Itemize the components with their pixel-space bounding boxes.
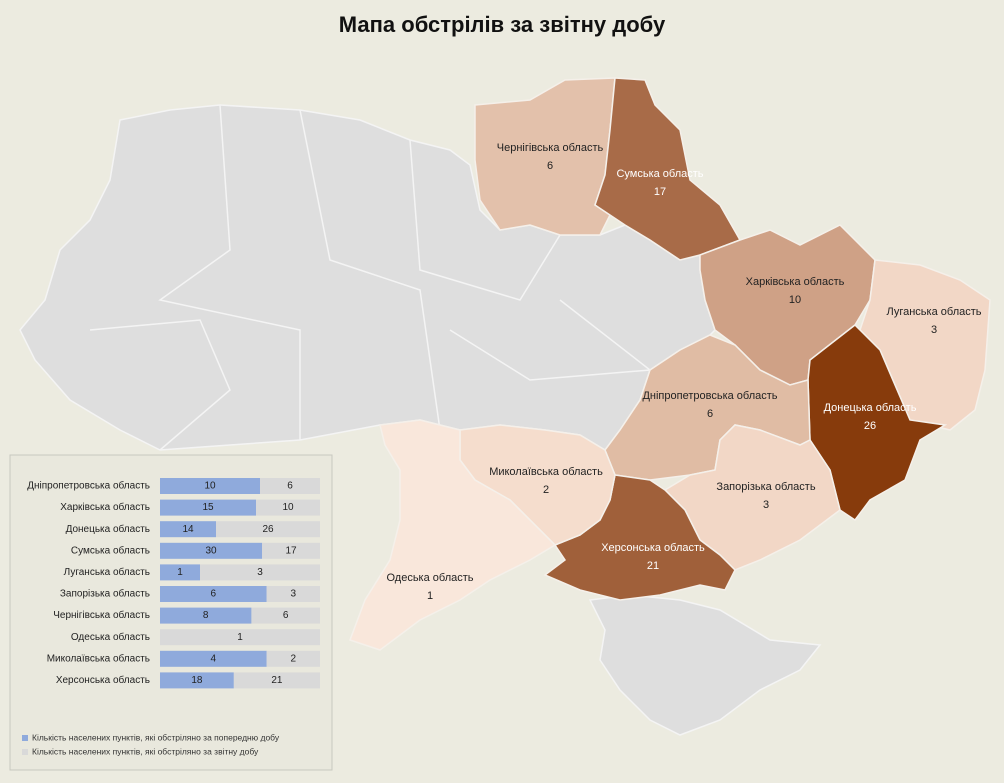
value-label: 6	[287, 481, 293, 492]
region-value: 6	[547, 160, 553, 172]
border-line	[409, 139, 561, 301]
value-label: 2	[291, 653, 297, 664]
bar-segment	[160, 564, 200, 581]
bar-segment	[160, 586, 267, 602]
bar-segment	[256, 499, 320, 516]
region-name: Донецька область	[824, 402, 917, 414]
region-name: Сумська область	[616, 168, 703, 180]
bar-segment	[200, 564, 320, 581]
value-label: 26	[262, 524, 274, 535]
bar-segment	[160, 499, 256, 516]
value-label: 3	[257, 567, 263, 578]
bar-segment	[160, 672, 234, 689]
value-label: 6	[211, 589, 217, 600]
region-value: 21	[647, 560, 659, 572]
region-value: 17	[654, 186, 666, 198]
bar-segment	[251, 607, 320, 624]
region-value: 26	[864, 420, 876, 432]
value-label: 3	[291, 589, 297, 600]
region-name: Чернігівська область	[497, 142, 604, 154]
category-label: Донецька область	[66, 523, 150, 535]
region-value: 2	[543, 484, 549, 496]
region-value: 3	[931, 324, 937, 336]
bar-segment	[233, 672, 320, 689]
category-label: Дніпропетровська область	[27, 480, 150, 492]
category-label: Миколаївська область	[47, 652, 150, 664]
legend-swatch	[22, 735, 28, 741]
value-label: 15	[202, 502, 214, 513]
value-label: 4	[211, 653, 217, 664]
border-line	[89, 319, 231, 451]
region-value: 3	[763, 499, 769, 511]
region	[663, 424, 841, 571]
value-label: 21	[271, 675, 283, 686]
category-label: Харківська область	[60, 501, 150, 513]
bar-segment	[160, 629, 320, 646]
bar-segment	[160, 478, 260, 494]
bar-chart: Дніпропетровська область 10 6 Харківська об…	[22, 478, 320, 756]
region-name: Дніпропетровська область	[642, 390, 777, 402]
legend-label: Кількість населених пунктів, які обстріл…	[32, 746, 259, 756]
value-label: 8	[203, 610, 209, 621]
value-label: 6	[283, 610, 289, 621]
region-name: Одеська область	[386, 572, 473, 584]
crimea	[588, 594, 822, 736]
legend-swatch	[22, 749, 28, 755]
bar-segment	[260, 478, 320, 494]
value-label: 17	[286, 545, 298, 556]
bar-segment	[160, 542, 263, 559]
bar-segment	[160, 521, 216, 538]
category-label: Луганська область	[64, 566, 150, 578]
border-line	[299, 109, 441, 431]
region	[594, 77, 742, 261]
region-name: Харківська область	[746, 276, 845, 288]
legend-label: Кількість населених пунктів, які обстріл…	[32, 732, 280, 742]
bar-segment	[266, 650, 320, 667]
bar-segment	[216, 521, 320, 538]
region-value: 10	[789, 294, 801, 306]
map-base	[19, 104, 822, 736]
border-line	[449, 299, 652, 381]
region-value: 1	[427, 590, 433, 602]
value-label: 14	[182, 524, 194, 535]
bar-segment	[266, 586, 320, 602]
value-label: 10	[282, 502, 294, 513]
category-label: Одеська область	[71, 631, 150, 643]
regions: Чернігівська область 6 Сумська область 17 Ха…	[349, 77, 991, 651]
category-label: Сумська область	[71, 544, 150, 556]
region	[349, 419, 557, 651]
value-label: 30	[206, 545, 218, 556]
region-name: Запорізька область	[716, 481, 815, 493]
region-value: 6	[707, 408, 713, 420]
region-name: Херсонська область	[601, 542, 705, 554]
category-label: Чернігівська область	[53, 609, 150, 621]
category-label: Запорізька область	[60, 588, 150, 600]
title: Мапа обстрілів за звітну добу	[339, 12, 666, 37]
bar-segment	[160, 650, 267, 667]
bar-segment	[262, 542, 320, 559]
value-label: 10	[204, 481, 216, 492]
category-label: Херсонська область	[56, 674, 150, 686]
value-label: 1	[177, 567, 183, 578]
region	[859, 259, 991, 431]
region-name: Луганська область	[887, 306, 982, 318]
border-line	[158, 104, 301, 440]
value-label: 1	[237, 632, 243, 643]
value-label: 18	[191, 675, 203, 686]
region-name: Миколаївська область	[489, 466, 603, 478]
region	[807, 324, 948, 522]
bar-segment	[160, 607, 252, 624]
